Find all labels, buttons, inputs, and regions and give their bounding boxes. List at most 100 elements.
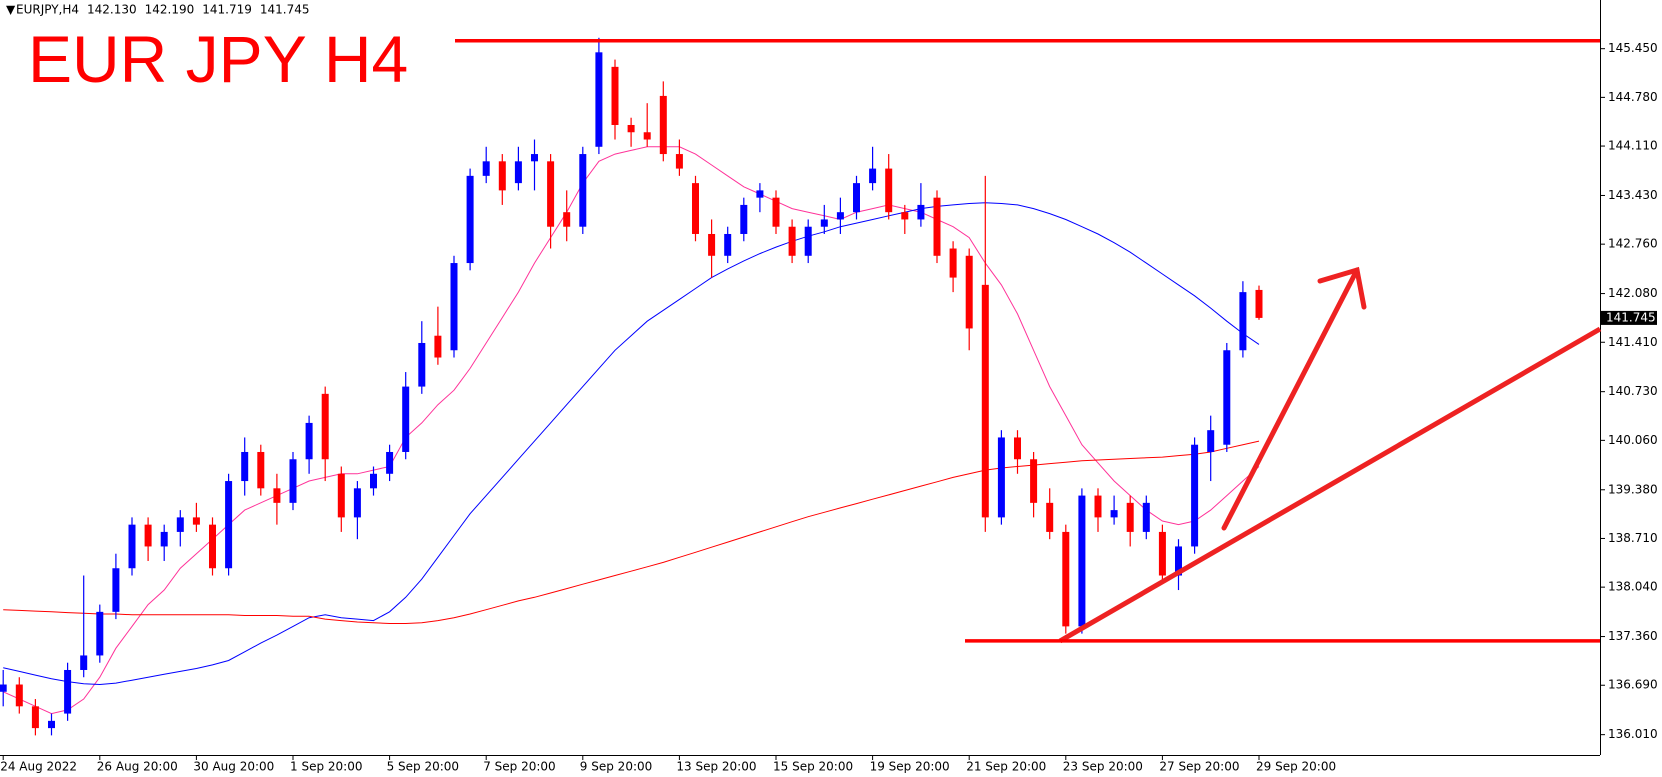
candle-body [176, 517, 184, 532]
candle-body [498, 161, 506, 191]
candle-body [418, 342, 426, 387]
candle-body [1078, 495, 1086, 627]
candle-body [627, 124, 635, 133]
candle-body [643, 132, 651, 140]
candle-body [724, 233, 732, 256]
y-tick-label: 137.360 [1608, 629, 1658, 643]
candle-body [563, 212, 571, 227]
y-tick-label: 136.010 [1608, 727, 1658, 741]
candle-body [547, 161, 555, 227]
x-tick-label: 24 Aug 2022 [0, 760, 77, 774]
candle-body [64, 669, 72, 714]
candle-body [885, 168, 893, 213]
candle-body [0, 684, 7, 692]
candle-body [192, 517, 200, 525]
candle-body [321, 393, 329, 460]
candle-body [997, 437, 1005, 518]
candle-body [15, 684, 23, 707]
candle-body [1062, 531, 1070, 627]
candle-body [1110, 510, 1118, 518]
header-text: EURJPY,H4 [16, 3, 79, 17]
candle-body [675, 154, 683, 169]
candle-body [917, 204, 925, 220]
candle-body [305, 422, 313, 460]
y-tick-label: 142.760 [1608, 237, 1658, 251]
y-tick-label: 138.710 [1608, 531, 1658, 545]
candle-body [48, 720, 55, 729]
y-tick-label: 144.110 [1608, 139, 1658, 153]
candle-body [579, 154, 587, 227]
y-tick-label: 141.410 [1608, 335, 1658, 349]
x-tick-label: 27 Sep 20:00 [1159, 760, 1239, 774]
candle-body [209, 524, 216, 569]
candle-body [949, 248, 957, 278]
moving-average [3, 440, 1260, 624]
moving-average [3, 202, 1260, 686]
candle-body [740, 204, 748, 234]
header-text: 141.745 [260, 3, 310, 17]
candle-body [289, 459, 297, 503]
candle-body [981, 284, 989, 518]
header-text: 142.130 [87, 3, 137, 17]
last-price-box [1601, 310, 1657, 325]
candle-body [692, 183, 699, 234]
candle-body [160, 531, 168, 547]
x-tick-label: 9 Sep 20:00 [580, 760, 652, 774]
candle-body [482, 161, 490, 176]
x-tick-label: 1 Sep 20:00 [290, 760, 362, 774]
x-tick-label: 13 Sep 20:00 [676, 760, 756, 774]
candle-body [370, 473, 377, 489]
candle-body [611, 66, 619, 125]
candle-body [820, 219, 828, 227]
x-tick-label: 7 Sep 20:00 [483, 760, 555, 774]
candle-body [1158, 531, 1166, 576]
candle-body [901, 212, 909, 220]
header: EURJPY,H4 142.130 142.190 141.719 141.745 [16, 3, 310, 17]
x-tick-label: 29 Sep 20:00 [1256, 760, 1336, 774]
candle-body [1239, 292, 1247, 351]
candle-body [466, 175, 474, 264]
candle-body [788, 226, 796, 256]
candle-body [836, 212, 844, 220]
candle-body [756, 190, 764, 198]
candle-body [257, 451, 265, 489]
candle-body [869, 168, 877, 184]
candle-body [112, 568, 120, 612]
candle-body [595, 52, 603, 147]
chart-title: EUR JPY H4 [28, 22, 408, 96]
candle-body [933, 197, 941, 256]
candle-body [31, 706, 39, 729]
candle-body [1207, 430, 1215, 452]
candle-body [144, 524, 152, 547]
candle-body [1094, 495, 1102, 518]
y-tick-label: 136.690 [1608, 678, 1658, 692]
y-tick-label: 142.080 [1608, 286, 1658, 300]
y-tick-label: 140.060 [1608, 433, 1658, 447]
candle-body [1014, 437, 1021, 460]
x-tick-label: 26 Aug 20:00 [97, 760, 178, 774]
x-tick-label: 5 Sep 20:00 [387, 760, 459, 774]
candle-body [1030, 459, 1038, 503]
candle-body [450, 263, 458, 351]
candle-body [1191, 444, 1199, 547]
candle-body [241, 451, 249, 482]
candle-body [772, 197, 780, 227]
header-marker: ▼ [6, 3, 16, 17]
candle-body [1255, 289, 1263, 318]
candle-body [273, 488, 281, 503]
candle-body [804, 226, 812, 256]
x-tick-label: 19 Sep 20:00 [870, 760, 950, 774]
candle-body [965, 255, 973, 329]
y-tick-label: 140.730 [1608, 384, 1658, 398]
y-tick-label: 145.450 [1608, 41, 1658, 55]
x-tick-label: 23 Sep 20:00 [1063, 760, 1143, 774]
candle-body [853, 183, 860, 213]
candle-body [1175, 546, 1182, 576]
candle-body [96, 611, 104, 656]
y-tick-label: 143.430 [1608, 188, 1658, 202]
y-tick-label: 138.040 [1608, 580, 1658, 594]
candle-body [514, 161, 522, 184]
candle-body [1142, 502, 1150, 532]
